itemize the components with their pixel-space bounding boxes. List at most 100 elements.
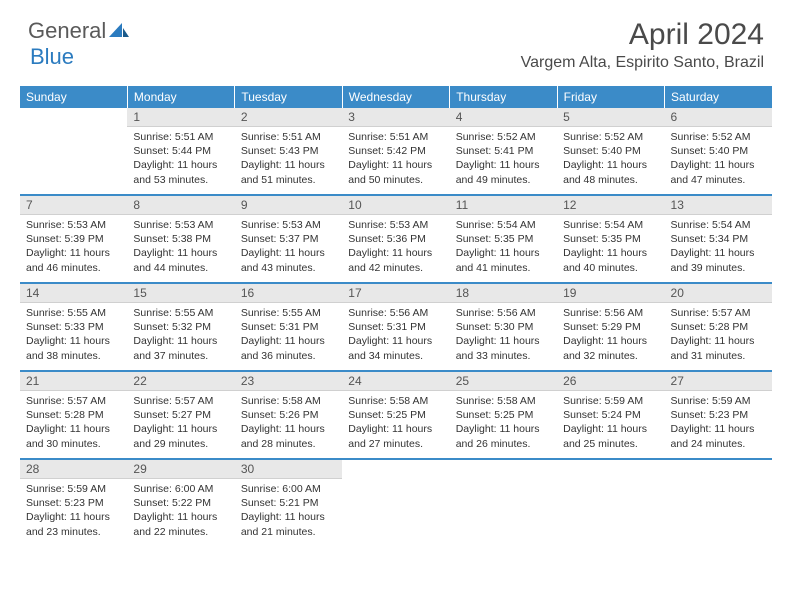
calendar-week-row: 21Sunrise: 5:57 AMSunset: 5:28 PMDayligh… — [20, 372, 772, 458]
day-content: Sunrise: 5:53 AMSunset: 5:37 PMDaylight:… — [235, 215, 342, 281]
day-number: 30 — [235, 460, 342, 479]
day-content: Sunrise: 5:56 AMSunset: 5:29 PMDaylight:… — [557, 303, 664, 369]
calendar-cell: 29Sunrise: 6:00 AMSunset: 5:22 PMDayligh… — [127, 460, 234, 546]
calendar-cell: 15Sunrise: 5:55 AMSunset: 5:32 PMDayligh… — [127, 284, 234, 370]
day-content: Sunrise: 5:55 AMSunset: 5:33 PMDaylight:… — [20, 303, 127, 369]
calendar-cell: 3Sunrise: 5:51 AMSunset: 5:42 PMDaylight… — [342, 108, 449, 194]
calendar-cell: 18Sunrise: 5:56 AMSunset: 5:30 PMDayligh… — [450, 284, 557, 370]
day-number: 15 — [127, 284, 234, 303]
day-content: Sunrise: 5:51 AMSunset: 5:43 PMDaylight:… — [235, 127, 342, 193]
logo-text-1: General — [28, 18, 106, 44]
day-number: 14 — [20, 284, 127, 303]
day-content: Sunrise: 5:58 AMSunset: 5:26 PMDaylight:… — [235, 391, 342, 457]
day-number: 19 — [557, 284, 664, 303]
day-content: Sunrise: 5:55 AMSunset: 5:31 PMDaylight:… — [235, 303, 342, 369]
day-content: Sunrise: 5:59 AMSunset: 5:23 PMDaylight:… — [665, 391, 772, 457]
weekday-monday: Monday — [127, 86, 234, 108]
calendar-cell — [450, 460, 557, 546]
calendar-cell: 22Sunrise: 5:57 AMSunset: 5:27 PMDayligh… — [127, 372, 234, 458]
day-number: 24 — [342, 372, 449, 391]
calendar-week-row: 14Sunrise: 5:55 AMSunset: 5:33 PMDayligh… — [20, 284, 772, 370]
day-content: Sunrise: 5:54 AMSunset: 5:34 PMDaylight:… — [665, 215, 772, 281]
calendar-cell: 14Sunrise: 5:55 AMSunset: 5:33 PMDayligh… — [20, 284, 127, 370]
day-number: 16 — [235, 284, 342, 303]
calendar-cell — [665, 460, 772, 546]
day-number: 18 — [450, 284, 557, 303]
calendar-cell: 11Sunrise: 5:54 AMSunset: 5:35 PMDayligh… — [450, 196, 557, 282]
day-content: Sunrise: 5:55 AMSunset: 5:32 PMDaylight:… — [127, 303, 234, 369]
weekday-tuesday: Tuesday — [235, 86, 342, 108]
day-content: Sunrise: 5:56 AMSunset: 5:31 PMDaylight:… — [342, 303, 449, 369]
day-number: 27 — [665, 372, 772, 391]
calendar-cell: 21Sunrise: 5:57 AMSunset: 5:28 PMDayligh… — [20, 372, 127, 458]
day-content: Sunrise: 5:54 AMSunset: 5:35 PMDaylight:… — [557, 215, 664, 281]
logo: General — [28, 18, 130, 44]
day-content: Sunrise: 5:54 AMSunset: 5:35 PMDaylight:… — [450, 215, 557, 281]
calendar-cell: 25Sunrise: 5:58 AMSunset: 5:25 PMDayligh… — [450, 372, 557, 458]
calendar-cell: 6Sunrise: 5:52 AMSunset: 5:40 PMDaylight… — [665, 108, 772, 194]
day-number: 8 — [127, 196, 234, 215]
day-number: 2 — [235, 108, 342, 127]
day-number: 12 — [557, 196, 664, 215]
weekday-thursday: Thursday — [450, 86, 557, 108]
day-number: 26 — [557, 372, 664, 391]
day-content: Sunrise: 5:59 AMSunset: 5:24 PMDaylight:… — [557, 391, 664, 457]
calendar-cell: 8Sunrise: 5:53 AMSunset: 5:38 PMDaylight… — [127, 196, 234, 282]
day-number: 21 — [20, 372, 127, 391]
calendar-cell: 10Sunrise: 5:53 AMSunset: 5:36 PMDayligh… — [342, 196, 449, 282]
day-content: Sunrise: 5:52 AMSunset: 5:40 PMDaylight:… — [557, 127, 664, 193]
calendar-cell: 4Sunrise: 5:52 AMSunset: 5:41 PMDaylight… — [450, 108, 557, 194]
calendar-cell: 27Sunrise: 5:59 AMSunset: 5:23 PMDayligh… — [665, 372, 772, 458]
day-number: 17 — [342, 284, 449, 303]
logo-text-2: Blue — [30, 44, 74, 70]
day-number: 4 — [450, 108, 557, 127]
calendar-cell — [557, 460, 664, 546]
calendar-cell: 5Sunrise: 5:52 AMSunset: 5:40 PMDaylight… — [557, 108, 664, 194]
day-number: 20 — [665, 284, 772, 303]
day-content: Sunrise: 5:53 AMSunset: 5:39 PMDaylight:… — [20, 215, 127, 281]
day-content: Sunrise: 5:57 AMSunset: 5:28 PMDaylight:… — [20, 391, 127, 457]
header: General April 2024 Vargem Alta, Espirito… — [0, 0, 792, 80]
calendar-cell: 13Sunrise: 5:54 AMSunset: 5:34 PMDayligh… — [665, 196, 772, 282]
day-content: Sunrise: 5:53 AMSunset: 5:36 PMDaylight:… — [342, 215, 449, 281]
calendar-cell: 28Sunrise: 5:59 AMSunset: 5:23 PMDayligh… — [20, 460, 127, 546]
calendar-cell: 12Sunrise: 5:54 AMSunset: 5:35 PMDayligh… — [557, 196, 664, 282]
calendar-cell: 23Sunrise: 5:58 AMSunset: 5:26 PMDayligh… — [235, 372, 342, 458]
calendar-cell — [342, 460, 449, 546]
calendar-week-row: 1Sunrise: 5:51 AMSunset: 5:44 PMDaylight… — [20, 108, 772, 194]
weekday-header-row: Sunday Monday Tuesday Wednesday Thursday… — [20, 86, 772, 108]
day-content: Sunrise: 5:52 AMSunset: 5:41 PMDaylight:… — [450, 127, 557, 193]
location: Vargem Alta, Espirito Santo, Brazil — [521, 54, 764, 72]
calendar-cell: 26Sunrise: 5:59 AMSunset: 5:24 PMDayligh… — [557, 372, 664, 458]
day-content: Sunrise: 5:58 AMSunset: 5:25 PMDaylight:… — [450, 391, 557, 457]
day-content: Sunrise: 5:51 AMSunset: 5:42 PMDaylight:… — [342, 127, 449, 193]
day-number: 13 — [665, 196, 772, 215]
calendar-week-row: 28Sunrise: 5:59 AMSunset: 5:23 PMDayligh… — [20, 460, 772, 546]
calendar-cell: 24Sunrise: 5:58 AMSunset: 5:25 PMDayligh… — [342, 372, 449, 458]
calendar-cell: 7Sunrise: 5:53 AMSunset: 5:39 PMDaylight… — [20, 196, 127, 282]
day-number: 25 — [450, 372, 557, 391]
day-number: 23 — [235, 372, 342, 391]
day-content: Sunrise: 5:52 AMSunset: 5:40 PMDaylight:… — [665, 127, 772, 193]
day-number: 28 — [20, 460, 127, 479]
calendar-cell: 1Sunrise: 5:51 AMSunset: 5:44 PMDaylight… — [127, 108, 234, 194]
weekday-saturday: Saturday — [665, 86, 772, 108]
calendar-cell: 20Sunrise: 5:57 AMSunset: 5:28 PMDayligh… — [665, 284, 772, 370]
day-number: 9 — [235, 196, 342, 215]
day-number: 10 — [342, 196, 449, 215]
day-content: Sunrise: 5:56 AMSunset: 5:30 PMDaylight:… — [450, 303, 557, 369]
calendar-cell: 9Sunrise: 5:53 AMSunset: 5:37 PMDaylight… — [235, 196, 342, 282]
day-number: 5 — [557, 108, 664, 127]
calendar-week-row: 7Sunrise: 5:53 AMSunset: 5:39 PMDaylight… — [20, 196, 772, 282]
calendar-cell: 17Sunrise: 5:56 AMSunset: 5:31 PMDayligh… — [342, 284, 449, 370]
day-number: 11 — [450, 196, 557, 215]
day-number: 7 — [20, 196, 127, 215]
calendar-cell: 16Sunrise: 5:55 AMSunset: 5:31 PMDayligh… — [235, 284, 342, 370]
calendar-cell: 2Sunrise: 5:51 AMSunset: 5:43 PMDaylight… — [235, 108, 342, 194]
day-content: Sunrise: 5:57 AMSunset: 5:27 PMDaylight:… — [127, 391, 234, 457]
day-content: Sunrise: 6:00 AMSunset: 5:21 PMDaylight:… — [235, 479, 342, 545]
day-number: 6 — [665, 108, 772, 127]
day-content: Sunrise: 5:53 AMSunset: 5:38 PMDaylight:… — [127, 215, 234, 281]
weekday-friday: Friday — [557, 86, 664, 108]
calendar-body: 1Sunrise: 5:51 AMSunset: 5:44 PMDaylight… — [20, 108, 772, 546]
